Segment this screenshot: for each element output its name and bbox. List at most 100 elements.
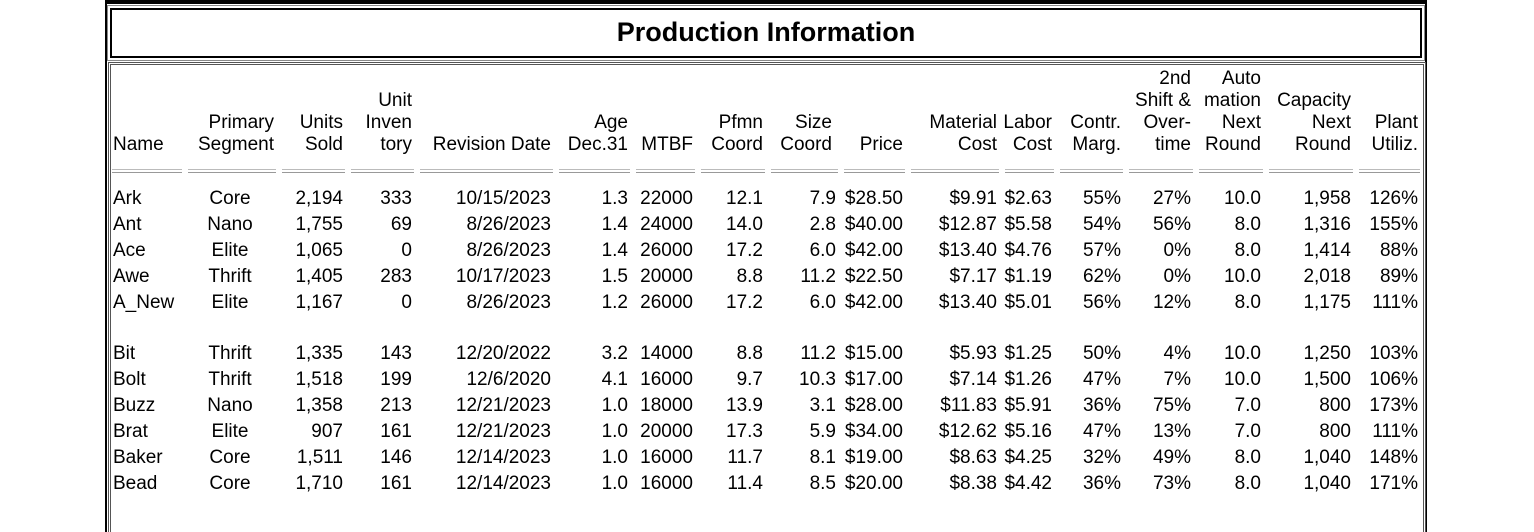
cell-value: 7.0 (1234, 395, 1261, 416)
cell-value: 1.2 (601, 292, 628, 313)
cell-value: 9.7 (736, 369, 763, 390)
cell-value: $4.76 (1004, 240, 1052, 261)
cell-value: 0 (401, 240, 412, 261)
header-separator (1269, 169, 1353, 173)
header-text: Size (795, 112, 832, 133)
cell-value: 16000 (640, 447, 693, 468)
cell-value: $22.50 (844, 266, 903, 287)
header-text: Segment (197, 134, 274, 155)
cell-value: 7.9 (809, 188, 836, 209)
header-text: Coord (711, 134, 763, 155)
cell-value: 155% (1369, 214, 1418, 235)
cell-value: 13% (1152, 421, 1191, 442)
cell-value: 12/21/2023 (455, 395, 551, 416)
cell-value: 8.0 (1234, 292, 1261, 313)
cell-value: $4.42 (1004, 473, 1052, 494)
cell-value: 800 (1319, 421, 1351, 442)
header-text: Sold (304, 134, 343, 155)
cell-value: 1,405 (295, 266, 343, 287)
header-text: Primary (208, 112, 274, 133)
cell-value: $12.62 (938, 421, 997, 442)
header-separator (420, 169, 553, 173)
header-text: Units (299, 112, 343, 133)
cell-value: 148% (1369, 447, 1418, 468)
cell-value: 173% (1369, 395, 1418, 416)
cell-value: 57% (1082, 240, 1121, 261)
product-name: Bolt (113, 369, 146, 390)
cell-value: 16000 (640, 473, 693, 494)
cell-value: $5.58 (1004, 214, 1052, 235)
cell-value: 0 (401, 292, 412, 313)
header-text: Plant (1374, 112, 1418, 133)
cell-value: 11.2 (800, 266, 836, 287)
header-text: Revision Date (432, 134, 551, 155)
cell-value: 1,511 (296, 447, 343, 468)
cell-value: 89% (1379, 266, 1418, 287)
cell-value: 8.0 (1234, 214, 1261, 235)
cell-value: 16000 (640, 369, 693, 390)
cell-value: $28.00 (844, 395, 903, 416)
cell-value: 36% (1082, 473, 1121, 494)
cell-value: 26000 (640, 292, 693, 313)
product-name: Ace (113, 240, 146, 261)
cell-value: 47% (1082, 421, 1121, 442)
cell-value: 1,040 (1303, 473, 1351, 494)
header-separator (636, 169, 695, 173)
cell-value: 1,335 (295, 343, 343, 364)
cell-value: 161 (380, 421, 412, 442)
cell-value: 1,250 (1303, 343, 1351, 364)
cell-value: 62% (1082, 266, 1121, 287)
cell-value: Core (209, 447, 251, 468)
header-text: Labor (1003, 112, 1052, 133)
cell-value: 1,065 (295, 240, 343, 261)
cell-value: 333 (380, 188, 412, 209)
cell-value: 111% (1372, 421, 1418, 442)
header-text: Coord (780, 134, 832, 155)
cell-value: 75% (1152, 395, 1191, 416)
header-text: 2nd (1159, 68, 1191, 89)
cell-value: 800 (1319, 395, 1351, 416)
cell-value: 73% (1152, 473, 1191, 494)
frame (105, 0, 107, 532)
header-text: time (1155, 134, 1191, 155)
cell-value: 0% (1163, 266, 1191, 287)
cell-value: 12/6/2020 (466, 369, 551, 390)
cell-value: Elite (211, 240, 249, 261)
cell-value: 36% (1082, 395, 1121, 416)
cell-value: 26000 (640, 240, 693, 261)
cell-value: 20000 (640, 266, 693, 287)
cell-value: 907 (311, 421, 343, 442)
cell-value: $1.19 (1004, 266, 1052, 287)
cell-value: $8.38 (949, 473, 997, 494)
header-text: Inven (365, 112, 412, 133)
cell-value: 10.3 (799, 369, 836, 390)
header-text: Contr. (1070, 112, 1121, 133)
cell-value: 1.5 (601, 266, 628, 287)
header-text: Marg. (1072, 134, 1121, 155)
header-separator (701, 169, 765, 173)
cell-value: 1,500 (1303, 369, 1351, 390)
header-text: Pfmn (718, 112, 763, 133)
cell-value: 213 (380, 395, 412, 416)
cell-value: 12/21/2023 (455, 421, 551, 442)
cell-value: 11.2 (800, 343, 836, 364)
header-text: Shift & (1135, 90, 1191, 111)
header-text: Over- (1143, 112, 1192, 133)
header-text: Round (1295, 134, 1351, 155)
cell-value: 4.1 (601, 369, 628, 390)
header-text: Name (113, 134, 164, 155)
cell-value: 2.8 (809, 214, 836, 235)
cell-value: $5.93 (949, 343, 997, 364)
cell-value: 12/14/2023 (455, 473, 551, 494)
header-separator (1129, 169, 1193, 173)
product-name: Awe (113, 266, 150, 287)
cell-value: 1.4 (601, 214, 628, 235)
cell-value: Nano (207, 214, 253, 235)
cell-value: 7% (1163, 369, 1191, 390)
cell-value: 1,414 (1303, 240, 1351, 261)
cell-value: 1.3 (601, 188, 628, 209)
title: Production Information (616, 17, 916, 47)
cell-value: 56% (1152, 214, 1191, 235)
cell-value: 1,958 (1303, 188, 1351, 209)
table-box (108, 62, 1426, 532)
